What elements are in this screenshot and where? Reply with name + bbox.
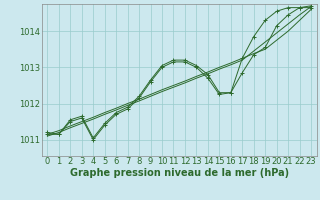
X-axis label: Graphe pression niveau de la mer (hPa): Graphe pression niveau de la mer (hPa) <box>70 168 289 178</box>
